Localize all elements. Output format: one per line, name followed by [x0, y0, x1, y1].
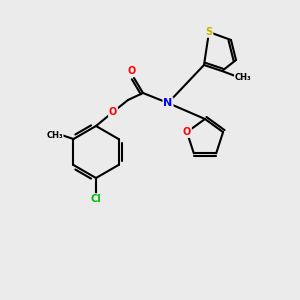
- Text: S: S: [206, 27, 213, 37]
- Text: O: O: [109, 107, 117, 117]
- Text: CH₃: CH₃: [235, 73, 251, 82]
- Text: Cl: Cl: [91, 194, 101, 204]
- Text: CH₃: CH₃: [46, 130, 63, 140]
- Text: O: O: [183, 127, 191, 137]
- Text: N: N: [164, 98, 172, 108]
- Text: O: O: [128, 66, 136, 76]
